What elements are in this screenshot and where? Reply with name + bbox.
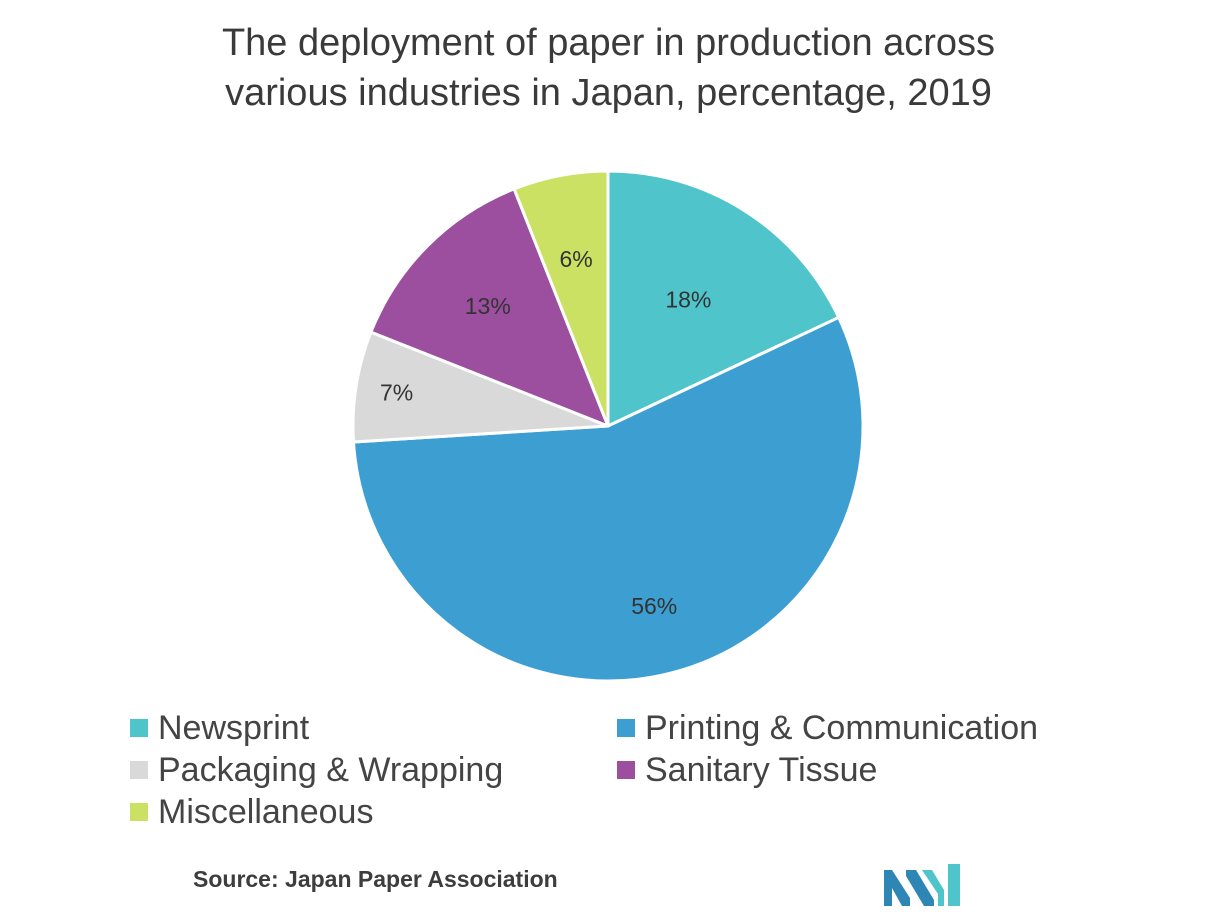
legend-swatch-sanitary	[617, 761, 635, 779]
pie-label-newsprint: 18%	[665, 286, 711, 312]
legend-label-sanitary: Sanitary Tissue	[645, 751, 878, 789]
pie-slice-sanitary	[369, 187, 610, 428]
legend-swatch-printing	[617, 719, 635, 737]
pie-slice-printing	[352, 315, 865, 683]
pie-slice-misc	[512, 169, 610, 428]
legend-label-packaging: Packaging & Wrapping	[158, 751, 504, 789]
logo-left-bar	[884, 870, 910, 906]
chart-title: The deployment of paper in production ac…	[0, 18, 1217, 118]
chart-title-line-1: The deployment of paper in production ac…	[221, 22, 996, 64]
legend-label-newsprint: Newsprint	[158, 709, 310, 747]
legend-swatch-misc	[130, 803, 148, 821]
source-note: Source: Japan Paper Association	[193, 866, 558, 892]
mordor-logo	[884, 864, 960, 906]
pie-slice-newsprint	[606, 169, 841, 428]
legend-swatch-newsprint	[130, 719, 148, 737]
legend-item-misc: Miscellaneous	[130, 791, 373, 833]
pie-label-packaging: 7%	[380, 380, 413, 406]
legend-label-printing: Printing & Communication	[645, 709, 1039, 747]
pie-label-misc: 6%	[560, 246, 593, 272]
legend-label-misc: Miscellaneous	[158, 793, 374, 831]
legend-item-sanitary: Sanitary Tissue	[617, 749, 877, 791]
chart-legend: Newsprint Printing & Communication Packa…	[130, 707, 1130, 837]
legend-item-packaging: Packaging & Wrapping	[130, 749, 503, 791]
legend-swatch-packaging	[130, 761, 148, 779]
legend-item-printing: Printing & Communication	[617, 707, 1038, 749]
pie-label-printing: 56%	[631, 593, 677, 619]
logo-right-accent	[922, 870, 944, 906]
legend-item-newsprint: Newsprint	[130, 707, 309, 749]
logo-middle-bar	[906, 870, 934, 906]
logo-right-bar	[948, 864, 960, 906]
pie-label-sanitary: 13%	[465, 293, 511, 319]
pie-slice-packaging	[351, 330, 610, 444]
chart-title-line-2: various industries in Japan, percentage,…	[225, 72, 992, 114]
